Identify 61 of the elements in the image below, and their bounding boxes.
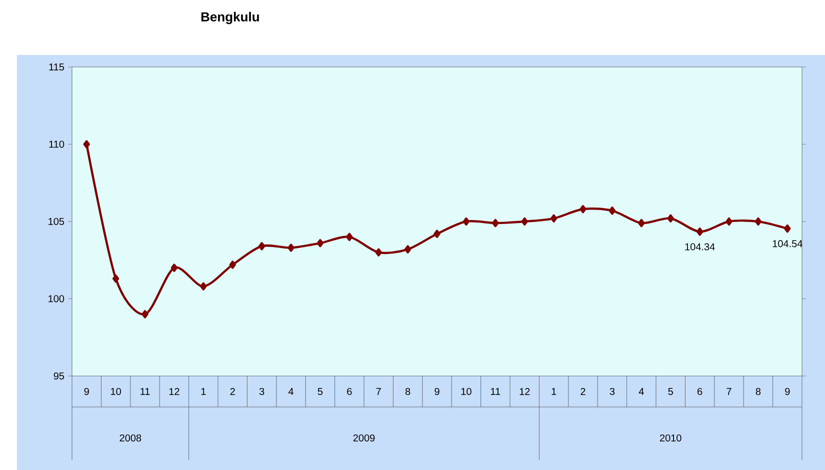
point [434, 230, 440, 238]
x-tick-label: 9 [84, 388, 89, 396]
x-tick-label: 6 [347, 388, 352, 396]
point [200, 282, 207, 290]
point [288, 244, 294, 252]
point [142, 310, 148, 318]
point [404, 245, 412, 254]
x-tick-label: 7 [376, 388, 381, 395]
x-tick-label: 2 [230, 388, 235, 395]
point [83, 140, 90, 148]
x-tick-label: 6 [698, 388, 702, 396]
point [754, 217, 762, 226]
point [667, 214, 674, 222]
chart-title: Bengkulu [201, 12, 259, 24]
point [521, 217, 528, 226]
x-tick-label: 9 [434, 388, 440, 396]
point [375, 248, 382, 256]
point [608, 206, 616, 215]
x-tick-label: 2 [580, 388, 586, 395]
x-tick-label: 12 [520, 388, 530, 395]
x-tick-label: 3 [610, 388, 615, 396]
text: 2010 [660, 434, 682, 442]
point [462, 217, 470, 226]
point [550, 214, 558, 222]
x-tick-label: 12 [169, 388, 180, 395]
x-tick-label: 5 [318, 388, 323, 395]
x-tick-label: 10 [461, 388, 472, 396]
text: 2009 [353, 434, 375, 442]
point [316, 239, 324, 248]
x-tick-label: 3 [259, 388, 264, 396]
y-tick-label: 100 [48, 295, 64, 302]
x-tick-label: 1 [201, 388, 206, 395]
x-tick-label: 10 [111, 388, 121, 396]
point [696, 228, 704, 236]
x-tick-label: 1 [552, 388, 556, 395]
x-tick-label: 11 [490, 388, 500, 395]
x-tick-label: 4 [638, 388, 644, 395]
point [580, 205, 586, 214]
y-tick-label: 115 [49, 63, 64, 70]
x-tick-label: 4 [288, 388, 294, 395]
point [258, 242, 266, 250]
x-tick-label: 11 [140, 388, 150, 395]
point [229, 260, 236, 269]
x-tick-label: 9 [785, 388, 790, 396]
data-label: 104.34 [685, 243, 715, 250]
point [112, 274, 120, 283]
x-tick-label: 8 [756, 388, 761, 396]
y-tick-label: 105 [48, 218, 64, 226]
point [170, 264, 178, 272]
x-tick-label: 7 [726, 388, 732, 395]
x-tick-label: 8 [405, 388, 410, 396]
data-label: 104.54 [772, 240, 802, 248]
y-tick-label: 110 [49, 140, 64, 148]
point [346, 232, 353, 242]
point [784, 224, 791, 233]
point [492, 218, 499, 228]
y-tick-label: 95 [54, 372, 64, 380]
text: 2008 [120, 434, 142, 442]
x-tick-label: 5 [668, 388, 673, 395]
point [638, 218, 645, 228]
point [726, 217, 732, 226]
